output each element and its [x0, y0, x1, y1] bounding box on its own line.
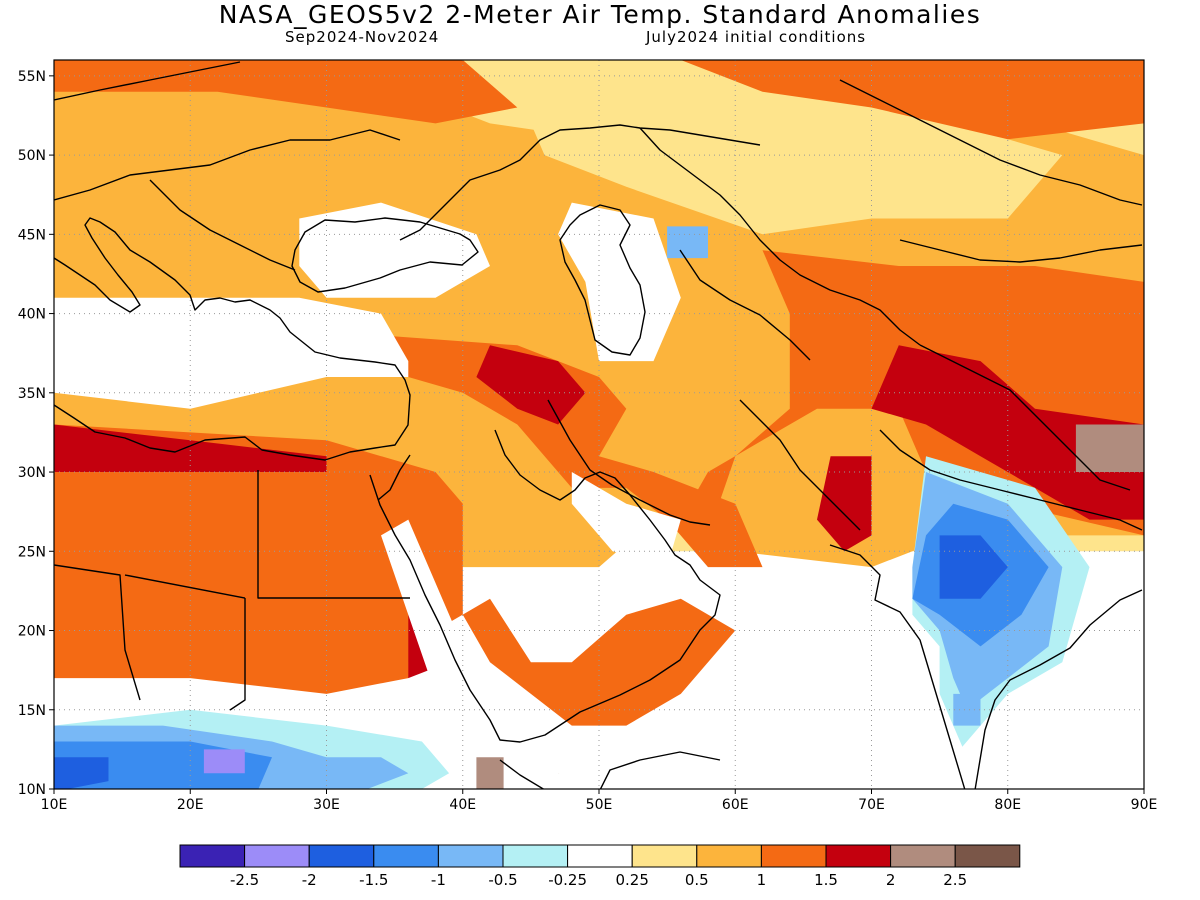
lat-tick-label: 15N [18, 703, 46, 719]
colorbar-label: 0.25 [615, 871, 648, 889]
colorbar-label: 2.5 [943, 871, 967, 889]
colorbar-label: -2.5 [230, 871, 259, 889]
longitude-labels: 10E 20E 30E 40E 50E 60E 70E 80E 90E [41, 789, 1158, 813]
colorbar-label: 1.5 [814, 871, 838, 889]
colorbar-swatch [244, 844, 310, 868]
lat-tick-label: 10N [18, 782, 46, 798]
colorbar-label: 2 [886, 871, 896, 889]
colorbar-label: -0.25 [548, 871, 587, 889]
lat-tick-label: 45N [18, 227, 46, 243]
anomaly-region [558, 202, 681, 362]
lat-tick-label: 35N [18, 386, 46, 402]
anomaly-region [54, 297, 409, 409]
anomaly-region [871, 345, 1144, 520]
colorbar-swatch [308, 844, 375, 868]
anomaly-region [299, 202, 490, 298]
colorbar-swatch [373, 844, 439, 868]
colorbar-swatch [890, 844, 956, 868]
forecast-period: Sep2024-Nov2024 [285, 28, 440, 46]
initial-conditions: July2024 initial conditions [646, 28, 867, 46]
lat-tick-label: 40N [18, 307, 46, 323]
colorbar-swatch [437, 844, 504, 868]
lon-tick-label: 80E [994, 797, 1021, 813]
anomaly-region [54, 757, 109, 789]
lon-tick-label: 10E [41, 797, 68, 813]
lon-tick-label: 30E [313, 797, 340, 813]
anomaly-region [503, 741, 654, 789]
lon-tick-label: 70E [858, 797, 885, 813]
lat-tick-label: 50N [18, 148, 46, 164]
anomaly-region [667, 226, 708, 259]
colorbar-label: -2 [302, 871, 317, 889]
map-title: NASA_GEOS5v2 2-Meter Air Temp. Standard … [218, 0, 982, 29]
colorbar-label: -1 [431, 871, 446, 889]
anomaly-region [1075, 424, 1144, 472]
colorbar-label: 1 [757, 871, 767, 889]
lon-tick-label: 90E [1131, 797, 1158, 813]
anomaly-region [680, 60, 1144, 140]
colorbar: -2.5 -2 -1.5 -1 -0.5 -0.25 0.25 0.5 1 1.5 2 2.5 [179, 844, 1021, 889]
lat-tick-label: 25N [18, 544, 46, 560]
anomaly-region [476, 757, 504, 789]
anomaly-region [653, 567, 981, 789]
lon-tick-label: 20E [177, 797, 204, 813]
colorbar-swatch [179, 844, 246, 868]
colorbar-swatch [502, 844, 569, 868]
colorbar-swatch [631, 844, 698, 868]
lat-tick-label: 55N [18, 69, 46, 85]
anomaly-region [203, 749, 245, 774]
colorbar-swatch [954, 844, 1021, 868]
lon-tick-label: 40E [449, 797, 476, 813]
lon-tick-label: 60E [722, 797, 749, 813]
lat-tick-label: 30N [18, 465, 46, 481]
anomaly-region [54, 424, 327, 472]
colorbar-swatch [760, 844, 827, 868]
colorbar-swatch [567, 844, 633, 868]
colorbar-label: 0.5 [685, 871, 709, 889]
lon-tick-label: 50E [586, 797, 613, 813]
latitude-labels: 55N 50N 45N 40N 35N 30N 25N 20N 15N 10N [18, 69, 54, 798]
anomaly-region [476, 345, 586, 425]
coastlines-and-borders [54, 61, 1143, 789]
colorbar-swatch [696, 844, 762, 868]
anomaly-field [54, 60, 1144, 789]
colorbar-label: -1.5 [359, 871, 388, 889]
lat-tick-label: 20N [18, 624, 46, 640]
colorbar-label: -0.5 [488, 871, 517, 889]
colorbar-swatch [825, 844, 892, 868]
anomaly-region [939, 535, 1008, 599]
anomaly-region [953, 693, 981, 726]
